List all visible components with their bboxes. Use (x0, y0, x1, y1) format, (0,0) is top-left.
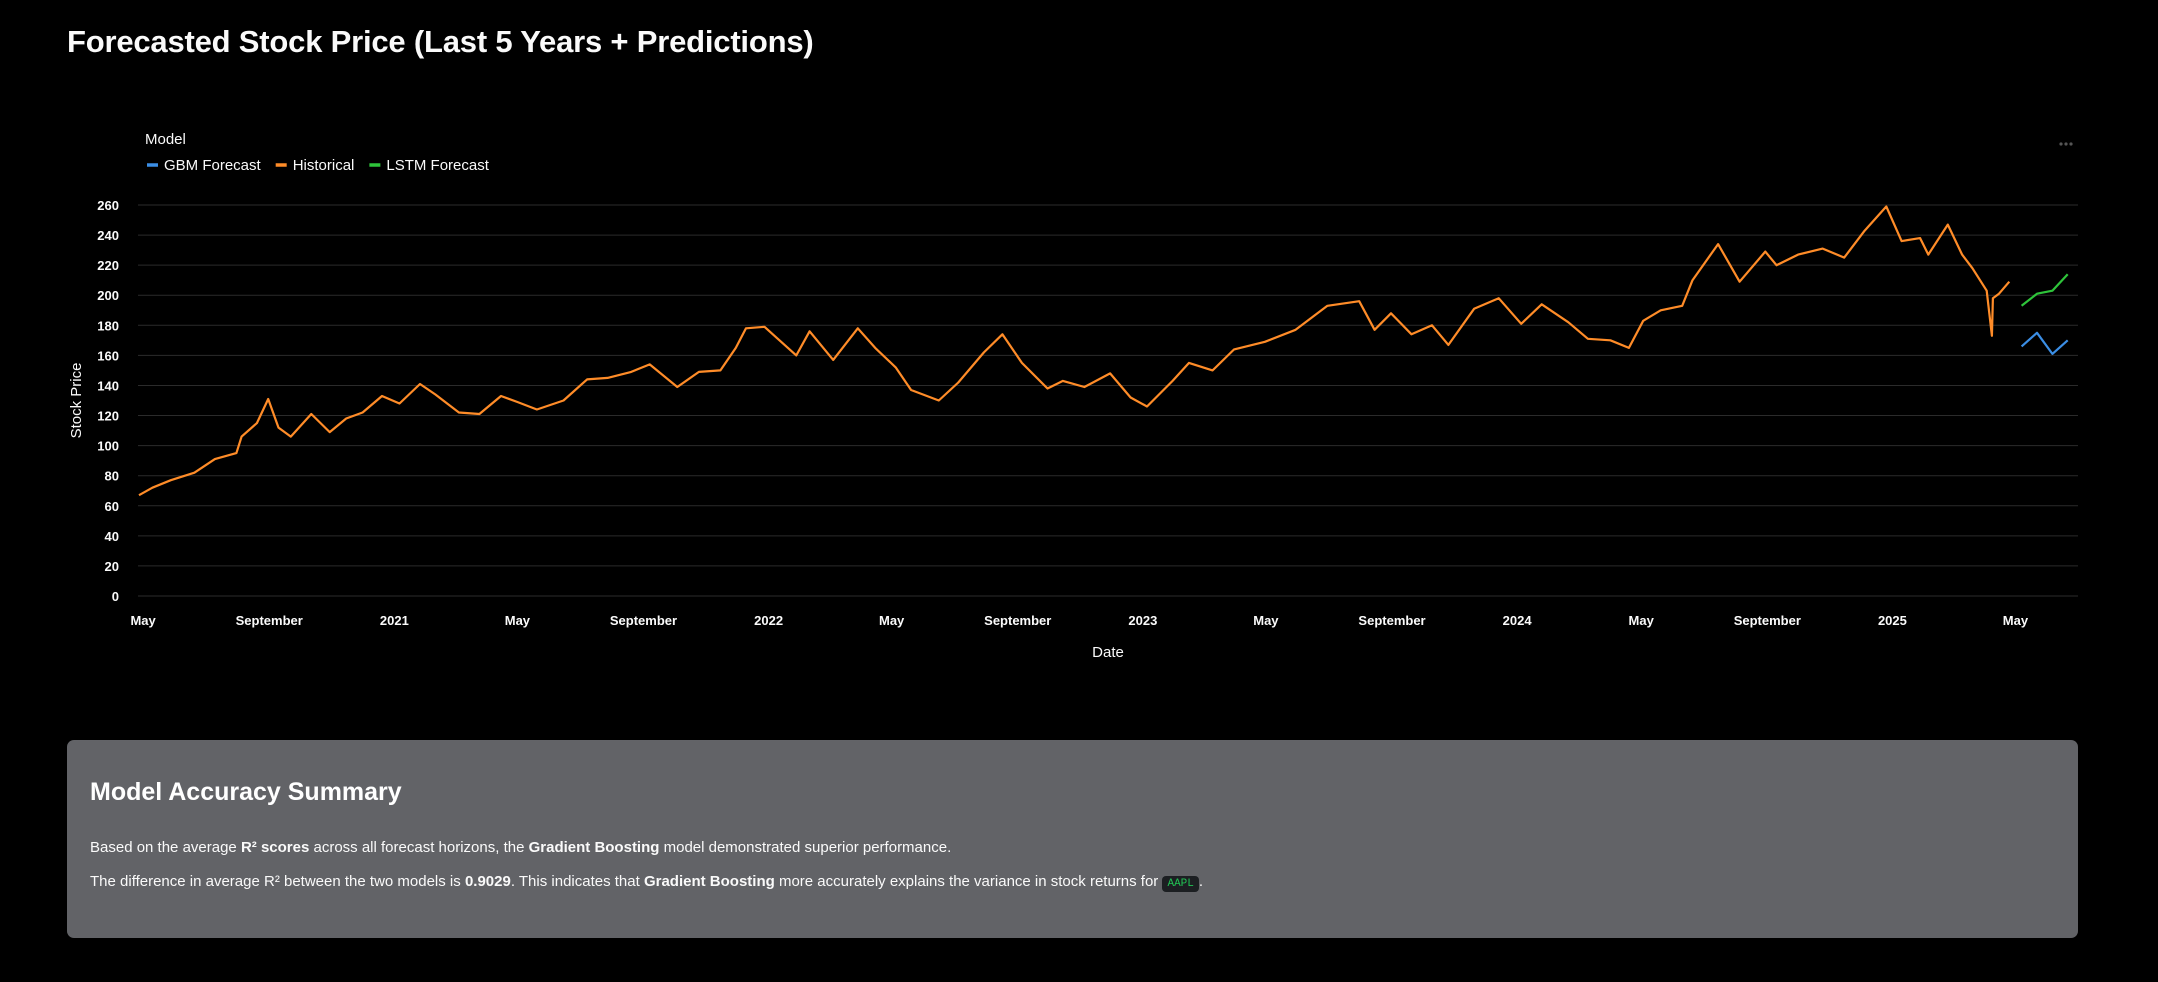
x-tick-label: May (505, 613, 531, 628)
y-axis-title: Stock Price (68, 363, 85, 439)
x-tick-label: September (610, 613, 677, 628)
summary-text: more accurately explains the variance in… (774, 873, 1163, 890)
summary-emphasis: Gradient Boosting (643, 873, 775, 890)
y-tick-label: 200 (97, 288, 119, 303)
legend-label: Historical (293, 157, 355, 174)
summary-text: . (1198, 873, 1204, 890)
series-line-historical (138, 205, 2011, 497)
summary-emphasis: R² scores (240, 839, 310, 856)
legend-title: Model (145, 131, 186, 148)
y-tick-label: 80 (105, 469, 119, 484)
x-tick-label: September (984, 613, 1051, 628)
summary-title: Model Accuracy Summary (90, 778, 402, 806)
x-tick-label: May (1253, 613, 1279, 628)
series-line-lstm-forecast (2020, 273, 2069, 307)
x-tick-label: September (1358, 613, 1425, 628)
legend-label: GBM Forecast (164, 157, 262, 174)
ticker-code: AAPL (1162, 876, 1199, 892)
x-tick-label: May (1629, 613, 1655, 628)
legend-item[interactable]: Historical (275, 157, 355, 174)
y-tick-label: 180 (97, 318, 119, 333)
y-tick-label: 140 (97, 378, 119, 393)
series-lines (138, 205, 2069, 497)
y-tick-label: 260 (97, 198, 119, 213)
y-tick-label: 160 (97, 348, 119, 363)
price-forecast-chart[interactable]: 0 20 40 60 80 100 120 140 160 180 200 220 240 260 May… (60, 120, 2090, 680)
summary-text: across all forecast horizons, the (309, 839, 529, 856)
x-tick-label: May (130, 613, 156, 628)
y-tick-label: 60 (105, 499, 119, 514)
summary-text: The difference in average R² between the… (90, 873, 465, 890)
summary-text: model demonstrated superior performance. (659, 839, 952, 856)
x-tick-label: 2021 (380, 613, 409, 628)
summary-emphasis: Gradient Boosting (528, 839, 660, 856)
summary-emphasis: 0.9029 (464, 873, 511, 890)
y-tick-label: 120 (97, 409, 119, 424)
y-tick-label: 20 (105, 559, 119, 574)
summary-paragraph-2: The difference in average R² between the… (90, 873, 1204, 892)
summary-paragraph-1: Based on the average R² scores across al… (90, 839, 951, 856)
y-tick-label: 100 (97, 439, 119, 454)
x-tick-label: May (879, 613, 905, 628)
legend-item[interactable]: LSTM Forecast (369, 157, 490, 174)
y-tick-label: 40 (105, 529, 119, 544)
more-options-icon[interactable] (2059, 142, 2073, 146)
summary-text: . This indicates that (510, 873, 644, 890)
x-tick-label: 2025 (1878, 613, 1907, 628)
summary-text: Based on the average (90, 839, 241, 856)
x-tick-label: September (1734, 613, 1801, 628)
series-line-gbm-forecast (2020, 331, 2069, 355)
x-tick-label: 2024 (1503, 613, 1533, 628)
legend[interactable]: Model GBM Forecast Historical LSTM Forecas… (145, 131, 490, 174)
x-tick-labels: May September 2021 May September 2022 May Septe… (130, 613, 2028, 628)
page-title: Forecasted Stock Price (Last 5 Years + P… (67, 24, 814, 59)
x-tick-label: September (236, 613, 303, 628)
y-tick-label: 220 (97, 258, 119, 273)
x-axis-title: Date (1092, 644, 1124, 661)
legend-item[interactable]: GBM Forecast (147, 157, 262, 174)
y-tick-labels: 0 20 40 60 80 100 120 140 160 180 200 220 240 260 (97, 198, 119, 604)
x-tick-label: May (2003, 613, 2029, 628)
x-tick-label: 2023 (1128, 613, 1157, 628)
x-tick-label: 2022 (754, 613, 783, 628)
grid-lines (138, 204, 2078, 597)
model-accuracy-summary: Model Accuracy Summary Based on the aver… (67, 740, 2078, 938)
y-tick-label: 0 (112, 589, 119, 604)
legend-label: LSTM Forecast (386, 157, 489, 174)
y-tick-label: 240 (97, 228, 119, 243)
